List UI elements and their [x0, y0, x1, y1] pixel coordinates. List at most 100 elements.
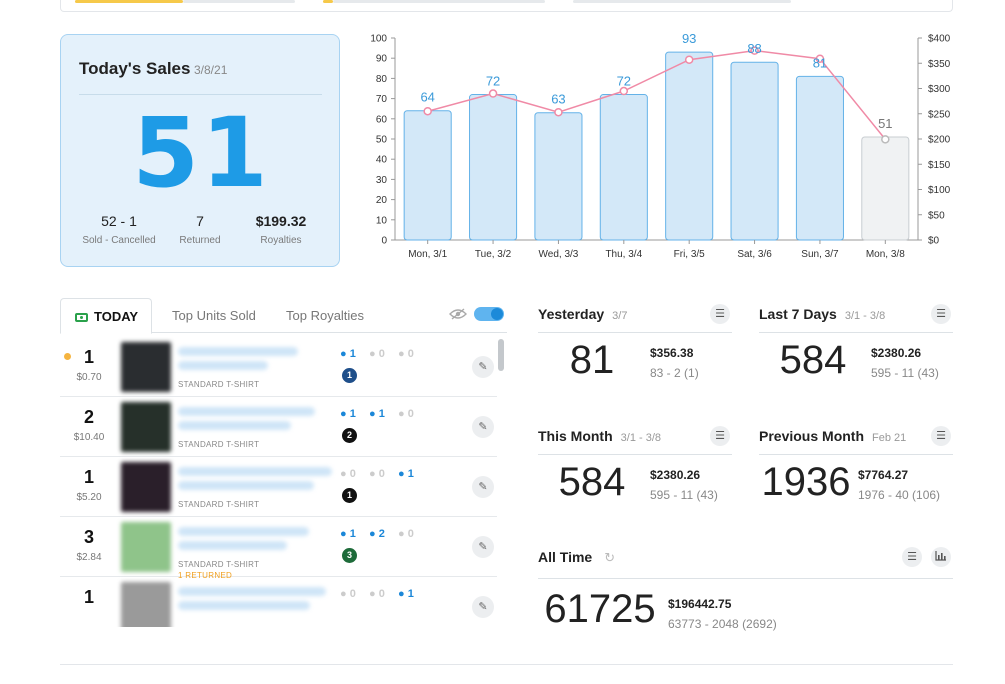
line-point [488, 89, 498, 98]
orders-list: 1 $0.70 STANDARD T-SHIRT ● 1 ● 0 ● 0 1 ✎ 2 $10.40… [60, 337, 507, 627]
progress-track-3 [573, 0, 791, 3]
order-quantity: 1 [83, 347, 94, 367]
y2-tick-label: $150 [928, 160, 951, 171]
product-title-blurred[interactable] [178, 407, 315, 416]
yesterday-count: 81 [569, 338, 615, 382]
bar [403, 110, 452, 241]
list-icon[interactable]: ☰ [931, 426, 951, 446]
fit-breakdown: ● 1 ● 0 ● 0 [340, 348, 427, 360]
fit-breakdown: ● 0 ● 0 ● 1 [340, 468, 427, 480]
refresh-icon[interactable]: ↻ [604, 550, 616, 565]
list-icon[interactable]: ☰ [710, 304, 730, 324]
y-tick-label: 100 [370, 34, 387, 45]
orders-tabs: TODAY Top Units Sold Top Royalties [60, 298, 507, 334]
list-icon[interactable]: ☰ [710, 426, 730, 446]
pencil-icon[interactable]: ✎ [472, 356, 494, 378]
sales-card-title: Today's Sales [79, 59, 191, 78]
this-month-count: 584 [558, 460, 626, 504]
eye-slash-icon[interactable] [449, 308, 467, 320]
tab-top-units-sold[interactable]: Top Units Sold [172, 308, 256, 323]
order-royalty: $0.70 [76, 372, 102, 383]
stat-returned: 7 Returned [167, 213, 233, 246]
tab-today[interactable]: TODAY [60, 298, 152, 334]
royalties-line [427, 49, 886, 140]
last-7-days-card: Last 7 Days 3/1 - 3/8 ☰ 584 $2380.26 595 … [759, 304, 953, 396]
tab-today-label: TODAY [94, 309, 139, 324]
daily-sales-chart: 0 10 20 30 40 50 60 70 80 90 100 $0 $50 $100 $150 $200 $… [370, 31, 951, 260]
x-tick-label: Fri, 3/5 [674, 249, 706, 260]
list-icon[interactable]: ☰ [902, 547, 922, 567]
count-badge: 3 [342, 548, 357, 563]
pencil-icon[interactable]: ✎ [472, 536, 494, 558]
pencil-icon[interactable]: ✎ [472, 416, 494, 438]
product-type: STANDARD T-SHIRT [178, 440, 260, 449]
last-7-days-title: Last 7 Days 3/1 - 3/8 [759, 306, 886, 322]
list-icon[interactable]: ☰ [931, 304, 951, 324]
table-row[interactable]: 3 $2.84 STANDARD T-SHIRT 1 RETURNED ● 1 ● 2 ● … [60, 517, 497, 580]
men-fit-count: ● 1 [340, 528, 356, 540]
bar-value-label: 88 [747, 41, 761, 56]
y-tick-label: 50 [376, 135, 388, 146]
bar-value-label: 81 [813, 55, 827, 70]
pencil-icon[interactable]: ✎ [472, 596, 494, 618]
y2-tick-label: $50 [928, 210, 945, 221]
count-badge: 1 [342, 488, 357, 503]
bar [665, 51, 714, 241]
bar [730, 61, 779, 241]
kids-fit-count: ● 1 [398, 468, 414, 480]
product-thumbnail[interactable] [121, 462, 171, 512]
this-month-title: This Month 3/1 - 3/8 [538, 428, 662, 444]
product-subtitle-blurred [178, 601, 310, 610]
order-quantity: 1 [83, 467, 94, 487]
fit-breakdown: ● 1 ● 1 ● 0 [340, 408, 427, 420]
product-thumbnail[interactable] [121, 342, 171, 392]
line-point [815, 54, 825, 63]
previous-month-date: Feb 21 [872, 432, 907, 444]
table-row[interactable]: 2 $10.40 STANDARD T-SHIRT ● 1 ● 1 ● 0 2 ✎ [60, 397, 497, 457]
tab-top-royalties[interactable]: Top Royalties [286, 308, 365, 323]
kids-fit-count: ● 0 [398, 348, 414, 360]
y-tick-label: 90 [376, 54, 388, 65]
previous-month-title: Previous Month Feb 21 [759, 428, 907, 444]
product-title-blurred[interactable] [178, 467, 332, 476]
product-title-blurred[interactable] [178, 587, 326, 596]
product-type: STANDARD T-SHIRT [178, 380, 260, 389]
progress-bar-2 [323, 0, 333, 3]
yesterday-title: Yesterday 3/7 [538, 306, 628, 322]
product-subtitle-blurred [178, 361, 268, 370]
this-month-date: 3/1 - 3/8 [620, 432, 662, 444]
progress-track-2 [333, 0, 545, 3]
y2-tick-label: $250 [928, 109, 951, 120]
previous-month-breakdown: 1976 - 40 (106) [858, 488, 941, 502]
product-title-blurred[interactable] [178, 527, 309, 536]
bar-chart-icon[interactable] [931, 547, 951, 567]
card-divider [759, 332, 953, 333]
table-row[interactable]: 1 $5.20 STANDARD T-SHIRT ● 0 ● 0 ● 1 1 ✎ [60, 457, 497, 517]
product-thumbnail[interactable] [121, 582, 171, 627]
progress-bar-1 [75, 0, 183, 3]
kids-fit-count: ● 1 [398, 588, 414, 600]
order-quantity: 1 [83, 587, 94, 607]
card-divider [538, 578, 953, 579]
pencil-icon[interactable]: ✎ [472, 476, 494, 498]
product-thumbnail[interactable] [121, 402, 171, 452]
table-row[interactable]: 1 $0.70 STANDARD T-SHIRT ● 1 ● 0 ● 0 1 ✎ [60, 337, 497, 397]
sold-cancelled-value: 52 - 1 [101, 213, 137, 229]
table-row[interactable]: 1 ● 0 ● 0 ● 1 ✎ [60, 577, 497, 627]
product-thumbnail[interactable] [121, 522, 171, 572]
sold-cancelled-label: Sold - Cancelled [82, 235, 156, 246]
bar-value-label: 51 [878, 116, 892, 131]
bar-value-label: 63 [551, 92, 565, 107]
order-quantity: 3 [83, 527, 94, 547]
y2-tick-label: $350 [928, 59, 951, 70]
men-fit-count: ● 0 [340, 588, 356, 600]
product-title-blurred[interactable] [178, 347, 298, 356]
product-subtitle-blurred [178, 541, 287, 550]
kids-fit-count: ● 0 [398, 408, 414, 420]
orders-scrollbar[interactable] [498, 339, 504, 371]
this-month-royalties: $2380.26 [650, 468, 701, 482]
card-divider [538, 332, 732, 333]
yesterday-royalties: $356.38 [650, 346, 694, 360]
returned-label: Returned [179, 235, 221, 246]
hide-toggle[interactable] [474, 307, 504, 321]
